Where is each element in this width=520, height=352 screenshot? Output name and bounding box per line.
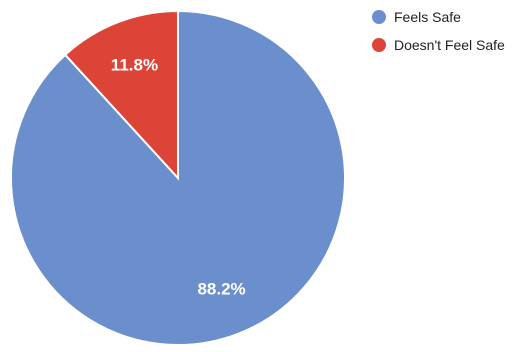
legend-swatch-doesnt-feel-safe [372, 38, 386, 52]
legend-item-feels-safe[interactable]: Feels Safe [372, 6, 505, 28]
legend-label-doesnt-feel-safe: Doesn't Feel Safe [394, 37, 505, 53]
pie-label-doesn-t-feel-safe: 11.8% [111, 55, 158, 74]
legend-swatch-feels-safe [372, 10, 386, 24]
legend-label-feels-safe: Feels Safe [394, 9, 461, 25]
legend-item-doesnt-feel-safe[interactable]: Doesn't Feel Safe [372, 34, 505, 56]
legend: Feels Safe Doesn't Feel Safe [372, 6, 505, 62]
pie-slice-doesn-t-feel-safe[interactable] [63, 9, 179, 181]
pie-label-feels-safe: 88.2% [197, 280, 245, 299]
